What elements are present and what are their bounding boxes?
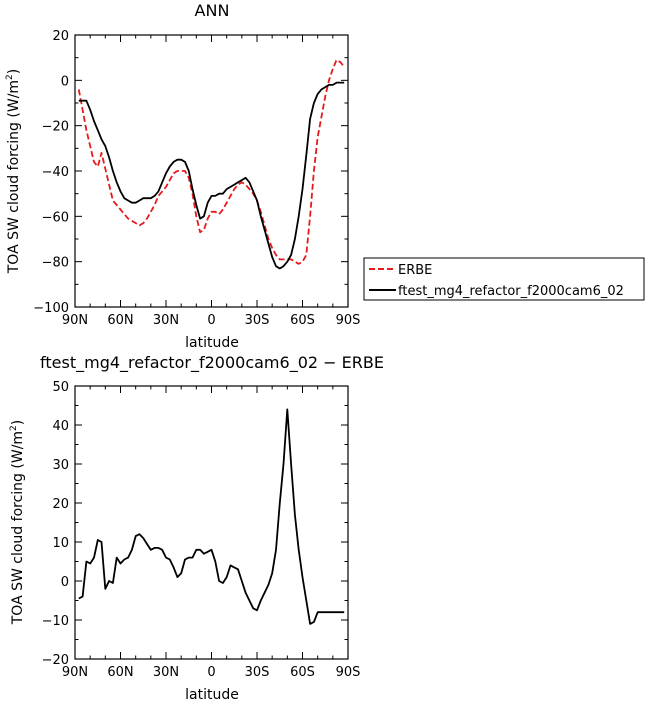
top-ytick-label: 20 [52, 29, 69, 44]
top-ytick-label: −60 [42, 210, 69, 225]
bottom-ytick-label: 10 [52, 536, 69, 551]
panel-top: ANN TOA SW cloud forcing (W/m2) 90N 60N 30… [5, 1, 360, 328]
legend: ERBE ftest_mg4_refactor_f2000cam6_02 [363, 257, 645, 301]
top-plot-frame [74, 34, 349, 308]
top-ytick-label: −40 [42, 165, 69, 180]
bottom-plot-frame [74, 385, 349, 660]
top-yticks: −100 −80 −60 −40 −20 0 20 [33, 29, 348, 316]
legend-label-erbe: ERBE [398, 263, 432, 278]
bottom-title: ftest_mg4_refactor_f2000cam6_02 − ERBE [40, 353, 384, 373]
top-series-model-line [78, 81, 345, 270]
legend-box [363, 257, 645, 301]
top-xtick-label: 30N [153, 313, 179, 328]
bottom-series-lines [78, 408, 345, 625]
top-ytick-label: −80 [42, 256, 69, 271]
bottom-xtick-label: 90S [336, 665, 361, 680]
top-ylabel: TOA SW cloud forcing (W/m2) [5, 69, 22, 275]
panel-bottom: ftest_mg4_refactor_f2000cam6_02 − ERBE T… [9, 335, 384, 703]
top-ytick-label: −20 [42, 120, 69, 135]
top-xticks: 90N 60N 30N 0 30S 60S 90S [62, 35, 361, 328]
top-xtick-label: 0 [207, 313, 215, 328]
bottom-xlabel: latitude [185, 687, 239, 703]
bottom-xtick-label: 60S [290, 665, 315, 680]
bottom-ytick-label: −20 [42, 653, 69, 668]
bottom-ytick-label: 40 [52, 419, 69, 434]
bottom-xtick-label: 30S [245, 665, 270, 680]
top-xlabel: latitude [185, 335, 239, 351]
top-ytick-label: 0 [61, 74, 69, 89]
top-series-erbe-line [77, 59, 345, 265]
bottom-xtick-label: 90N [62, 665, 88, 680]
legend-label-model: ftest_mg4_refactor_f2000cam6_02 [398, 284, 624, 299]
top-xtick-label: 60N [107, 313, 133, 328]
top-xtick-label: 90S [336, 313, 361, 328]
top-xtick-label: 60S [290, 313, 315, 328]
bottom-yticks: −20 −10 0 10 20 30 40 50 [42, 380, 348, 668]
bottom-xtick-label: 0 [207, 665, 215, 680]
top-title: ANN [195, 1, 230, 20]
top-ytick-label: −100 [33, 301, 69, 316]
bottom-ytick-label: 0 [61, 575, 69, 590]
top-xtick-label: 30S [245, 313, 270, 328]
bottom-ytick-label: 50 [52, 380, 69, 395]
top-xtick-label: 90N [62, 313, 88, 328]
bottom-ylabel: TOA SW cloud forcing (W/m2) [9, 420, 26, 626]
bottom-ytick-label: 30 [52, 458, 69, 473]
bottom-series-model-line [78, 408, 345, 625]
bottom-xticks: 90N 60N 30N 0 30S 60S 90S [62, 386, 361, 680]
top-series-lines [77, 59, 345, 270]
bottom-xtick-label: 60N [107, 665, 133, 680]
bottom-ytick-label: 20 [52, 497, 69, 512]
bottom-ytick-label: −10 [42, 614, 69, 629]
bottom-xtick-label: 30N [153, 665, 179, 680]
